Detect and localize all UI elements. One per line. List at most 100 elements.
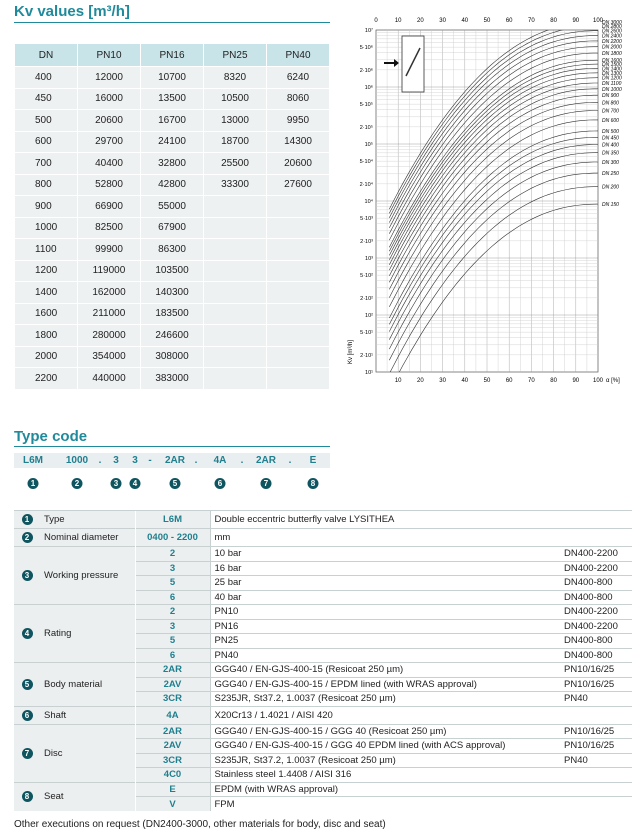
code-part: . — [240, 455, 244, 466]
y-axis-label: 2·10⁵ — [360, 124, 373, 131]
spec-row: 5 Body material 2AR GGG40 / EN-GJS-400-15 (… — [14, 662, 632, 706]
curve-label: DN 500 — [602, 129, 619, 135]
kv-cell — [203, 302, 267, 325]
range: DN400-2200 — [560, 604, 632, 619]
curve-label: DN 250 — [602, 171, 619, 177]
kv-cell — [266, 216, 330, 239]
kv-cell: 1800 — [14, 324, 78, 347]
bottom-axis-label: 30 — [439, 378, 446, 384]
curve — [389, 130, 598, 319]
kv-cell: 119000 — [77, 259, 141, 282]
curve — [389, 88, 598, 277]
kv-row: 700 40400 32800 25500 20600 — [14, 152, 330, 175]
top-axis-label: 70 — [528, 18, 535, 24]
kv-cell: 500 — [14, 109, 78, 132]
kv-cell: 2200 — [14, 367, 78, 390]
kv-cell — [203, 345, 267, 368]
curve-label: DN 700 — [602, 108, 619, 114]
spec-row: 4 Rating 2 PN10 DN400-2200 — [14, 604, 632, 663]
top-axis-label: 60 — [506, 18, 513, 24]
rule — [14, 22, 330, 23]
group-number: 5 — [14, 662, 40, 706]
marker-number: 5 — [169, 478, 181, 489]
header-row: DN PN10 PN16 PN25 PN40 — [14, 43, 330, 67]
kv-cell: 27600 — [266, 173, 330, 196]
description: PN40 — [210, 647, 560, 663]
kv-row: 900 66900 55000 — [14, 195, 330, 218]
kv-cell: 1100 — [14, 238, 78, 261]
code: 5 — [134, 633, 211, 648]
code: E — [134, 781, 211, 797]
y-axis-label: 2·10⁴ — [360, 181, 374, 188]
y-axis-label: 5·10⁴ — [360, 158, 374, 165]
kv-cell: 66900 — [77, 195, 141, 218]
top-axis-label: 0 — [374, 18, 378, 24]
kv-cell — [266, 345, 330, 368]
kv-row: 400 12000 10700 8320 6240 — [14, 66, 330, 89]
curve — [389, 186, 598, 372]
top-axis-label: 50 — [484, 18, 491, 24]
description: FPM — [210, 796, 632, 811]
description: 16 bar — [210, 560, 560, 576]
kv-cell: 42800 — [140, 173, 204, 196]
kv-table: DN PN10 PN16 PN25 PN40 400 12000 10700 8320 6240 4… — [14, 43, 330, 390]
y-axis-label: 2·10⁶ — [360, 67, 373, 74]
range: PN10/16/25 — [560, 738, 632, 753]
kv-cell: 1000 — [14, 216, 78, 239]
kv-cell: 12000 — [77, 66, 141, 89]
curve — [389, 152, 598, 340]
kv-cell: 14300 — [266, 130, 330, 153]
kv-cell: 18700 — [203, 130, 267, 153]
curve — [389, 161, 598, 350]
code-part: 2AR — [255, 455, 277, 466]
kv-cell — [203, 195, 267, 218]
curve — [398, 203, 598, 372]
spec-row: 3 Working pressure 2 10 bar DN400-2200 — [14, 546, 632, 605]
y-axis-label: 10⁵ — [365, 141, 373, 148]
kv-cell: 103500 — [140, 259, 204, 282]
y-axis-label: 10² — [365, 313, 373, 319]
range: DN400-800 — [560, 589, 632, 605]
bottom-axis-label: 40 — [461, 378, 468, 384]
kv-cell — [266, 259, 330, 282]
code: 2AR — [134, 723, 211, 739]
code: 5 — [134, 575, 211, 590]
kv-cell: 6240 — [266, 66, 330, 89]
kv-cell: 32800 — [140, 152, 204, 175]
marker: 3 — [110, 473, 122, 491]
y-axis-label: 2·10¹ — [360, 353, 373, 359]
kv-cell — [266, 302, 330, 325]
curve — [389, 119, 598, 308]
header-cell: DN — [14, 43, 78, 67]
code: 2AR — [134, 662, 211, 677]
kv-cell: 440000 — [77, 367, 141, 390]
spec-row: 3CR S235JR, St37.2, 1.0037 (Resicoat 250 … — [14, 691, 632, 706]
number-badge: 4 — [21, 628, 33, 639]
curve-label: DN 200 — [602, 185, 619, 191]
valve-sketch — [401, 35, 425, 93]
code-part: L6M — [23, 455, 43, 466]
code: 3 — [134, 560, 211, 576]
valve-disc — [405, 47, 421, 77]
code-part: . — [194, 455, 198, 466]
kv-cell: 40400 — [77, 152, 141, 175]
spec-row: 1 Type L6M Double eccentric butterfly valve… — [14, 510, 632, 529]
kv-cell — [203, 324, 267, 347]
range: DN400-800 — [560, 633, 632, 648]
kv-cell: 33300 — [203, 173, 267, 196]
description: PN16 — [210, 618, 560, 634]
code: 6 — [134, 589, 211, 605]
range: PN40 — [560, 691, 632, 706]
code-part: - — [148, 455, 152, 466]
curve — [389, 59, 598, 248]
kv-cell: 13500 — [140, 87, 204, 110]
kv-row: 1800 280000 246600 — [14, 324, 330, 347]
curve-label: DN 300 — [602, 160, 619, 166]
group-number: 7 — [14, 723, 40, 782]
spec-row: V FPM — [14, 796, 632, 811]
spec-row: 2 Nominal diameter 0400 - 2200 mm — [14, 528, 632, 547]
kv-cell: 8320 — [203, 66, 267, 89]
group-label: Type — [40, 510, 135, 529]
code-part: 1000 — [65, 455, 89, 466]
